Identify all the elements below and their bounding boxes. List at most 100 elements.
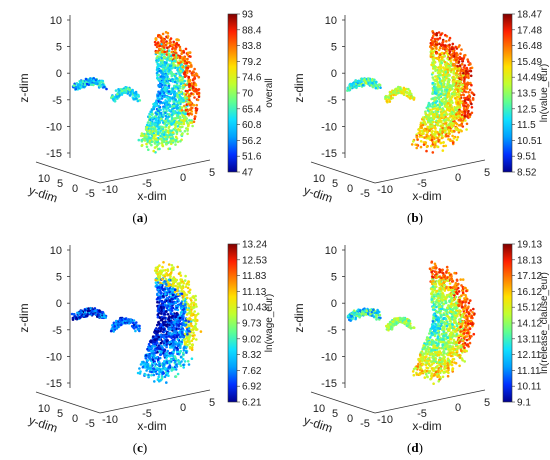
data-point [174,138,178,142]
data-point [96,82,99,85]
data-point [184,47,188,51]
data-point [160,97,164,100]
data-point [158,77,162,81]
data-point [438,53,442,56]
data-point [444,100,448,103]
z-tick-label: 10 [50,15,62,27]
data-point [113,99,117,103]
data-point [151,358,155,361]
data-point [165,371,169,375]
data-point [396,87,400,90]
data-point [120,92,124,96]
data-point [162,334,165,337]
data-point [470,106,474,109]
x-tick-label: 5 [209,167,215,179]
data-point [190,324,194,328]
data-point [459,89,463,92]
data-point [168,315,171,318]
data-point [437,138,441,142]
data-point [135,321,138,324]
data-point [174,53,178,57]
data-point [174,340,178,344]
data-point [446,57,449,60]
data-point [186,89,189,93]
data-point [152,373,156,377]
data-point [169,129,172,133]
data-point [191,124,194,128]
data-point [454,127,457,130]
data-point [175,38,178,41]
data-point [185,117,189,120]
data-point [189,334,192,337]
data-point [158,379,161,383]
data-point [133,94,137,97]
data-point [194,298,197,301]
data-point [444,44,447,47]
data-point [182,49,185,53]
data-point [175,120,178,123]
data-point [179,139,182,143]
data-point [450,125,454,129]
data-point [150,122,154,125]
data-point [453,117,457,120]
data-point [160,40,163,43]
data-point [171,80,175,83]
data-point [175,278,179,282]
data-point [175,42,178,45]
data-point [156,313,160,316]
data-point [181,87,184,90]
data-point [161,300,164,304]
data-point [183,104,186,108]
data-point [454,45,457,49]
data-point [84,308,87,312]
data-point [191,343,194,347]
data-point [457,60,461,63]
data-point [443,60,447,64]
data-point [154,357,158,360]
data-point [162,137,166,141]
data-point [162,305,165,309]
data-point [114,89,118,92]
data-point [159,305,163,309]
data-point [158,147,161,151]
data-point [155,59,158,62]
data-point [170,297,173,301]
data-point [175,346,179,350]
data-point [442,108,445,112]
data-point [189,322,193,325]
data-point [468,95,471,99]
data-point [149,364,152,368]
data-point [184,319,188,322]
data-point [431,118,434,122]
data-point [154,38,158,42]
data-point [194,87,198,91]
data-point [176,338,180,341]
data-point [379,86,382,89]
data-point [160,328,163,331]
data-point [441,73,445,77]
data-point [171,139,175,142]
data-point [368,81,372,84]
data-point [416,138,419,141]
data-point [176,282,180,286]
data-point [163,354,167,358]
data-point [174,308,177,311]
data-point [159,283,162,287]
data-point [102,313,106,316]
data-point [449,139,452,142]
data-point [155,138,159,142]
data-point [161,317,164,321]
data-point [446,113,449,116]
data-point [72,84,76,87]
data-point [191,73,194,77]
data-point [442,118,446,122]
data-point [193,75,196,79]
data-point [158,264,161,267]
data-point [417,131,420,135]
data-point [172,64,175,67]
colorbar-tick-label: 83.8 [242,41,262,52]
data-point [171,90,174,94]
data-point [182,351,185,355]
data-point [164,99,167,102]
data-point [465,115,469,118]
